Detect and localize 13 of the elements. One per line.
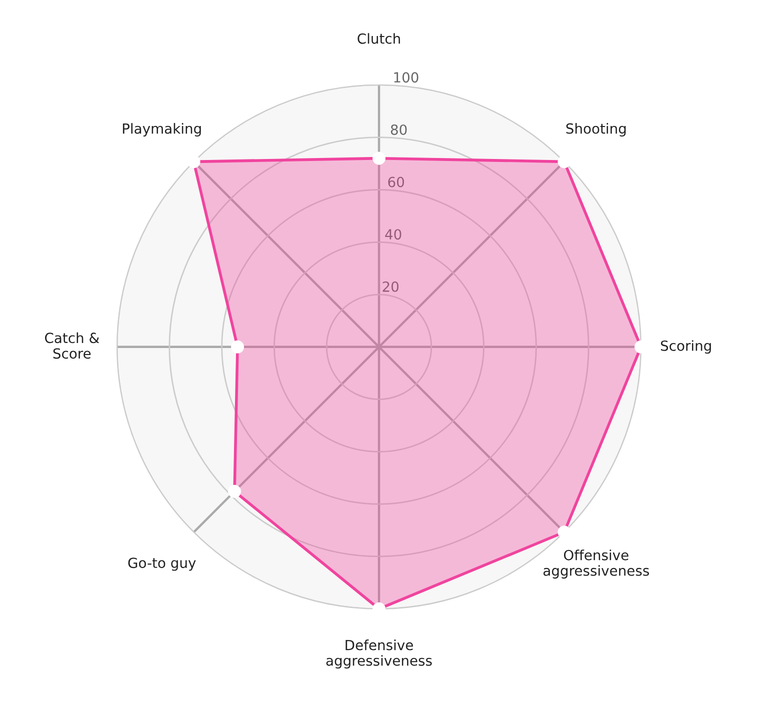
spoke-label: Shooting <box>566 123 626 136</box>
spoke-label: Scoring <box>660 340 711 354</box>
y-tick-label: 60 <box>388 176 404 188</box>
spoke-label: Playmaking <box>122 123 201 136</box>
spoke-label: Clutch <box>358 33 400 44</box>
y-tick-label: 40 <box>385 229 402 240</box>
spoke-label: Defensive aggressiveness <box>326 640 432 669</box>
y-tick-label: 20 <box>382 281 398 292</box>
spoke-label: Catch & Score <box>45 332 100 359</box>
spoke-label: Go-to guy <box>128 558 196 571</box>
spoke-label: Offensive aggressiveness <box>543 550 649 579</box>
y-tick-label: 80 <box>390 124 407 135</box>
y-tick-label: 100 <box>394 72 418 83</box>
